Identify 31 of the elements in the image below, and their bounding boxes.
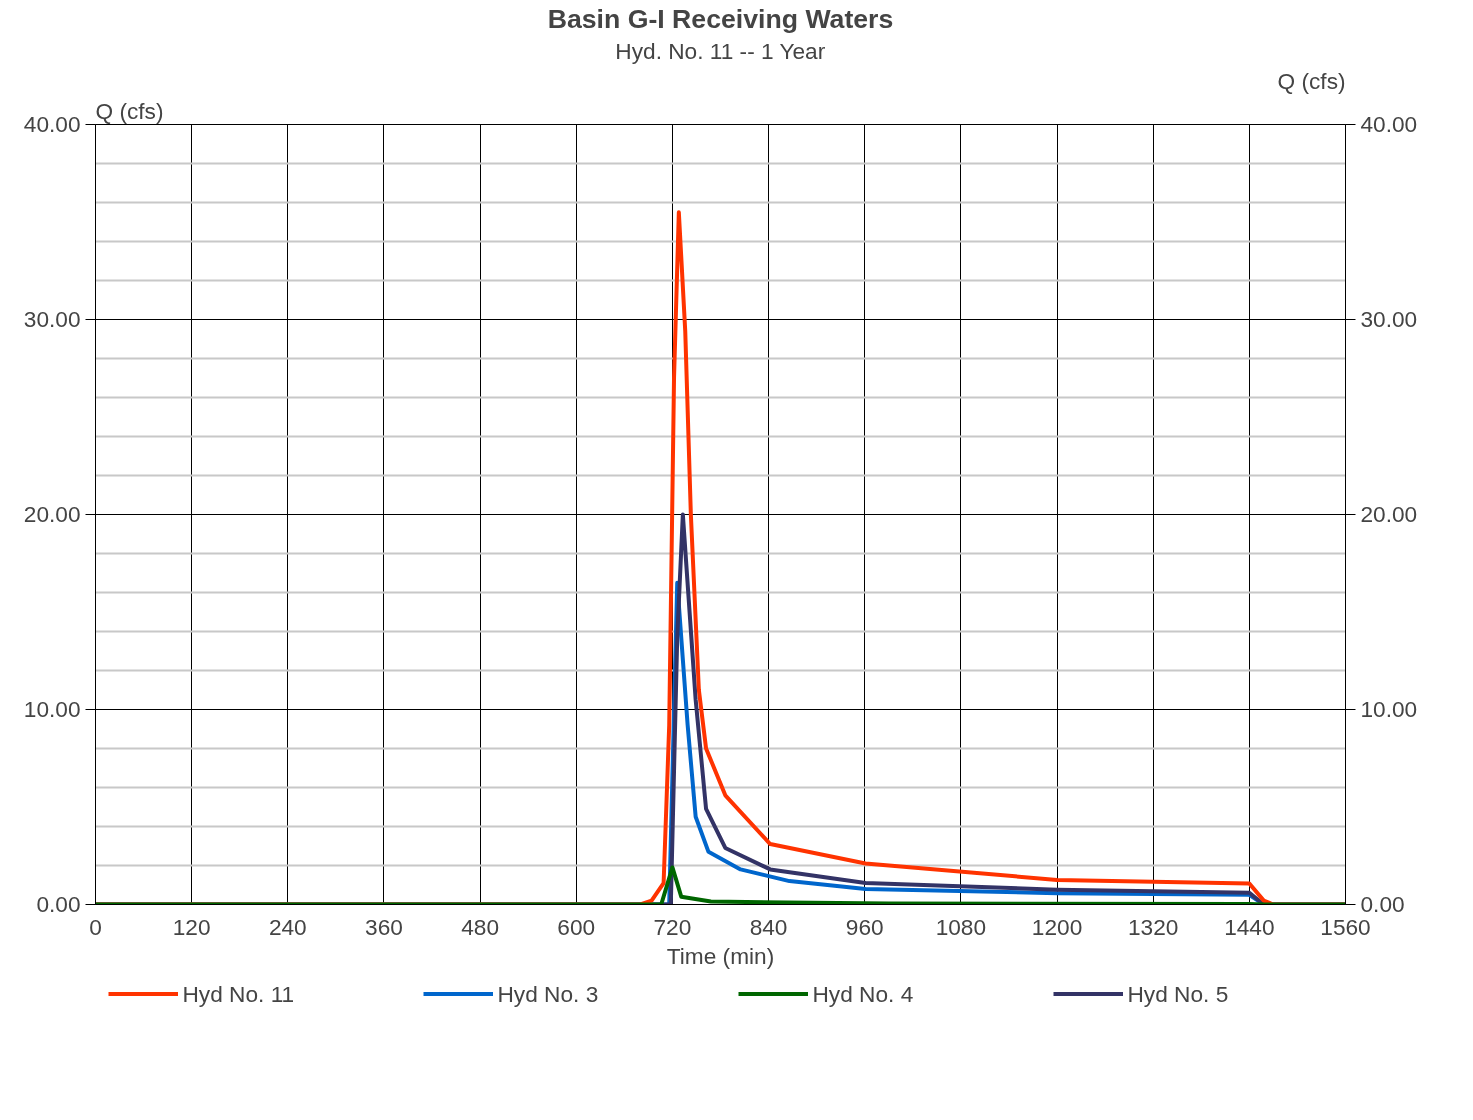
y-tick-label: 10.00	[23, 696, 81, 722]
x-tick-label: 480	[461, 913, 500, 940]
y-tick-label: 0.00	[36, 891, 81, 917]
chart-title: Basin G-I Receiving Waters	[547, 3, 894, 34]
x-tick-label: 840	[749, 913, 788, 940]
chart-subtitle: Hyd. No. 11 -- 1 Year	[615, 37, 826, 64]
y-tick-label: 30.00	[23, 306, 81, 332]
x-tick-label: 1440	[1224, 913, 1275, 940]
x-tick-label: 1080	[935, 913, 987, 940]
x-tick-label: 1200	[1031, 913, 1083, 940]
legend-label: Hyd No. 5	[1127, 980, 1230, 1007]
y-tick-label: 20.00	[23, 501, 81, 527]
x-tick-label: 120	[172, 913, 211, 940]
x-tick-label: 240	[268, 913, 307, 940]
y2-tick-label: 40.00	[1360, 111, 1418, 137]
legend-label: Hyd No. 3	[497, 980, 600, 1007]
x-tick-label: 960	[845, 913, 884, 940]
y-axis-title: Q (cfs)	[95, 97, 164, 124]
x-tick-label: 720	[653, 913, 692, 940]
y2-axis-title: Q (cfs)	[1277, 67, 1346, 94]
x-tick-label: 360	[365, 913, 403, 940]
x-tick-label: 1320	[1127, 913, 1179, 940]
y2-tick-label: 30.00	[1360, 306, 1418, 332]
y-tick-label: 40.00	[23, 111, 81, 137]
y2-tick-label: 20.00	[1360, 501, 1418, 527]
x-axis-title: Time (min)	[666, 942, 775, 969]
legend-label: Hyd No. 4	[812, 980, 915, 1007]
legend-label: Hyd No. 11	[182, 980, 296, 1007]
y2-tick-label: 10.00	[1360, 696, 1418, 722]
x-tick-label: 0	[89, 913, 102, 940]
x-tick-label: 600	[557, 913, 596, 940]
